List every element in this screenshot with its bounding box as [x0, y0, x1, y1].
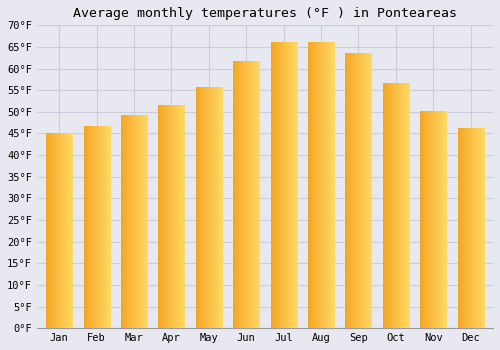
Title: Average monthly temperatures (°F ) in Ponteareas: Average monthly temperatures (°F ) in Po…: [73, 7, 457, 20]
